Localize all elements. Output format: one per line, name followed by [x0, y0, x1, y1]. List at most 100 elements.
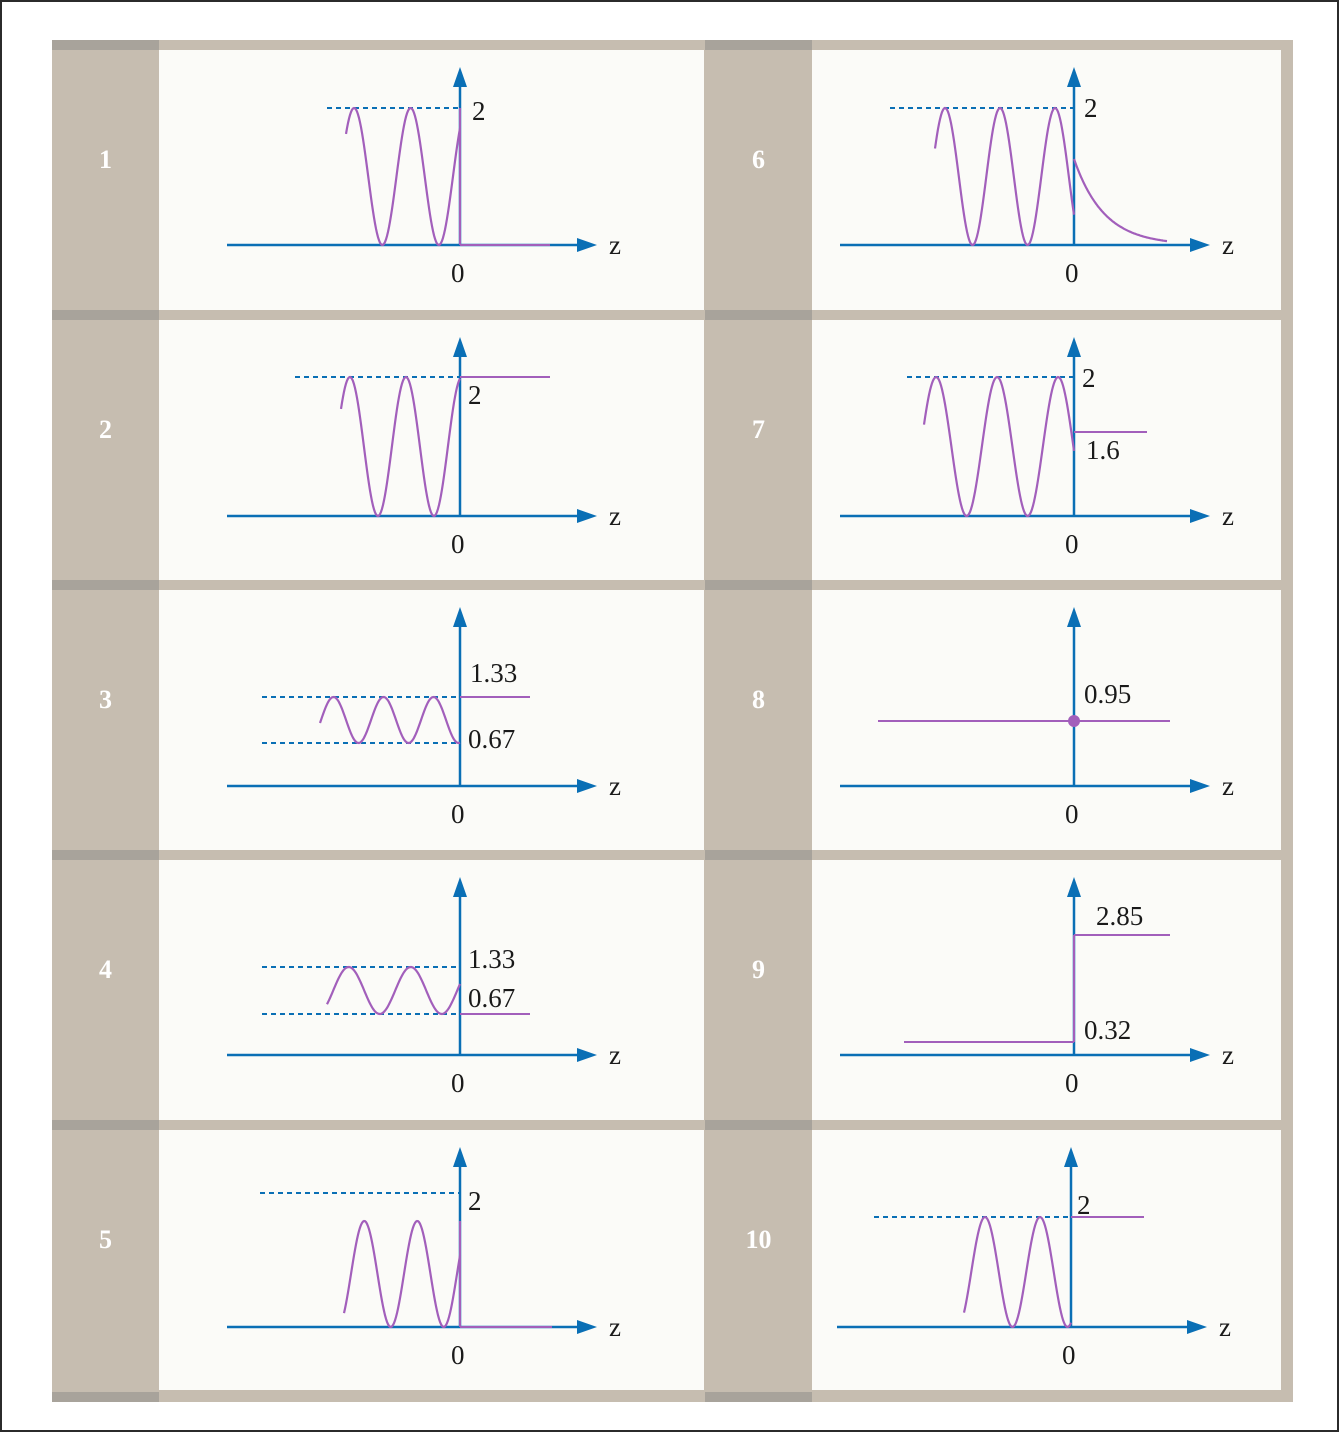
panel-number: 2: [99, 415, 112, 444]
separator-band: [52, 580, 159, 590]
panel-number: 5: [99, 1225, 112, 1254]
value-label: 0.95: [1084, 679, 1131, 709]
origin-label: 0: [451, 799, 465, 829]
axis-arrow-icon: [577, 779, 597, 793]
wave-curve: [342, 1219, 462, 1329]
axis-arrow-icon: [1067, 607, 1081, 627]
panel-cell-2: [159, 320, 704, 580]
separator-band: [52, 1392, 159, 1402]
panel-number: 1: [99, 145, 112, 174]
plot-panel-4: z 0 1.33 0.67: [227, 877, 621, 1098]
panel-cell-5: [159, 1130, 704, 1390]
value-label: 0.32: [1084, 1015, 1131, 1045]
plot-panel-5: z 0 2: [227, 1147, 621, 1370]
axis-arrow-icon: [1067, 337, 1081, 357]
value-label: 1.6: [1086, 435, 1120, 465]
wave-curve: [326, 965, 462, 1016]
panel-cell-9: [812, 860, 1281, 1120]
separator-band: [52, 1120, 159, 1130]
origin-label: 0: [1065, 529, 1079, 559]
plot-panel-10: z 0 2: [837, 1147, 1231, 1370]
panel-cell-4: [159, 860, 704, 1120]
axis-arrow-icon: [453, 877, 467, 897]
value-label: 2: [472, 96, 486, 126]
separator-band: [705, 580, 812, 590]
separator-band: [705, 310, 812, 320]
panel-number: 6: [752, 145, 765, 174]
z-axis-label: z: [609, 230, 621, 260]
panel-cell-6: [812, 50, 1281, 310]
z-axis-label: z: [1222, 501, 1234, 531]
axis-arrow-icon: [453, 337, 467, 357]
panel-number: 4: [99, 955, 112, 984]
panel-number: 7: [752, 415, 765, 444]
wave-curve: [962, 1215, 1072, 1328]
plot-panel-7: z 0 2 1.6: [840, 337, 1234, 559]
wave-curve: [922, 375, 1076, 518]
plot-panel-6: z 0 2: [840, 67, 1234, 288]
panel-number: 8: [752, 685, 765, 714]
wave-curve: [933, 106, 1076, 246]
origin-label: 0: [451, 258, 465, 288]
plot-panel-1: z 0 2: [227, 67, 621, 288]
origin-label: 0: [451, 529, 465, 559]
z-axis-label: z: [1222, 230, 1234, 260]
z-axis-label: z: [1222, 771, 1234, 801]
panel-cell-3: [159, 590, 704, 850]
axis-arrow-icon: [577, 1320, 597, 1334]
axis-arrow-icon: [453, 67, 467, 87]
origin-label: 0: [1062, 1340, 1076, 1370]
separator-band: [705, 850, 812, 860]
axis-arrow-icon: [577, 238, 597, 252]
value-label: 2: [1077, 1190, 1091, 1220]
value-label: 2: [468, 380, 482, 410]
origin-label: 0: [451, 1068, 465, 1098]
separator-band: [705, 1392, 812, 1402]
z-axis-label: z: [1222, 1040, 1234, 1070]
value-label: 2.85: [1096, 901, 1143, 931]
panel-cell-1: [159, 50, 704, 310]
panel-number: 10: [745, 1225, 772, 1254]
plot-panel-9: z 0 2.85 0.32: [840, 877, 1234, 1098]
value-label: 0.67: [468, 724, 515, 754]
panel-cell-7: [812, 320, 1281, 580]
value-label: 2: [1082, 363, 1096, 393]
plot-panel-8: z 0 0.95: [840, 607, 1234, 829]
value-label: 2: [468, 1186, 482, 1216]
axis-arrow-icon: [1190, 779, 1210, 793]
wave-curve: [344, 106, 462, 247]
value-label: 0.67: [468, 983, 515, 1013]
z-axis-label: z: [609, 1040, 621, 1070]
value-label: 2: [1084, 93, 1098, 123]
origin-label: 0: [451, 1340, 465, 1370]
value-label: 1.33: [468, 944, 515, 974]
axis-arrow-icon: [1067, 67, 1081, 87]
axis-arrow-icon: [1190, 238, 1210, 252]
panel-cell-10: [812, 1130, 1281, 1390]
axis-arrow-icon: [577, 1048, 597, 1062]
axis-arrow-icon: [1067, 877, 1081, 897]
plot-panel-2: z 0 2: [227, 337, 621, 559]
wave-curve: [318, 695, 461, 745]
origin-dot: [1068, 715, 1080, 727]
separator-band: [52, 310, 159, 320]
axis-arrow-icon: [1190, 1048, 1210, 1062]
axis-arrow-icon: [1190, 509, 1210, 523]
separator-band: [52, 850, 159, 860]
axis-arrow-icon: [1187, 1320, 1207, 1334]
axis-arrow-icon: [453, 607, 467, 627]
panel-number: 9: [752, 955, 765, 984]
origin-label: 0: [1065, 258, 1079, 288]
wave-curve: [1072, 158, 1168, 243]
plot-panel-3: z 0 1.33 0.67: [227, 607, 621, 829]
z-axis-label: z: [609, 1312, 621, 1342]
separator-band: [705, 40, 812, 50]
origin-label: 0: [1065, 1068, 1079, 1098]
axis-arrow-icon: [1064, 1147, 1078, 1167]
z-axis-label: z: [609, 501, 621, 531]
axis-arrow-icon: [453, 1147, 467, 1167]
value-label: 1.33: [470, 658, 517, 688]
separator-band: [52, 40, 159, 50]
